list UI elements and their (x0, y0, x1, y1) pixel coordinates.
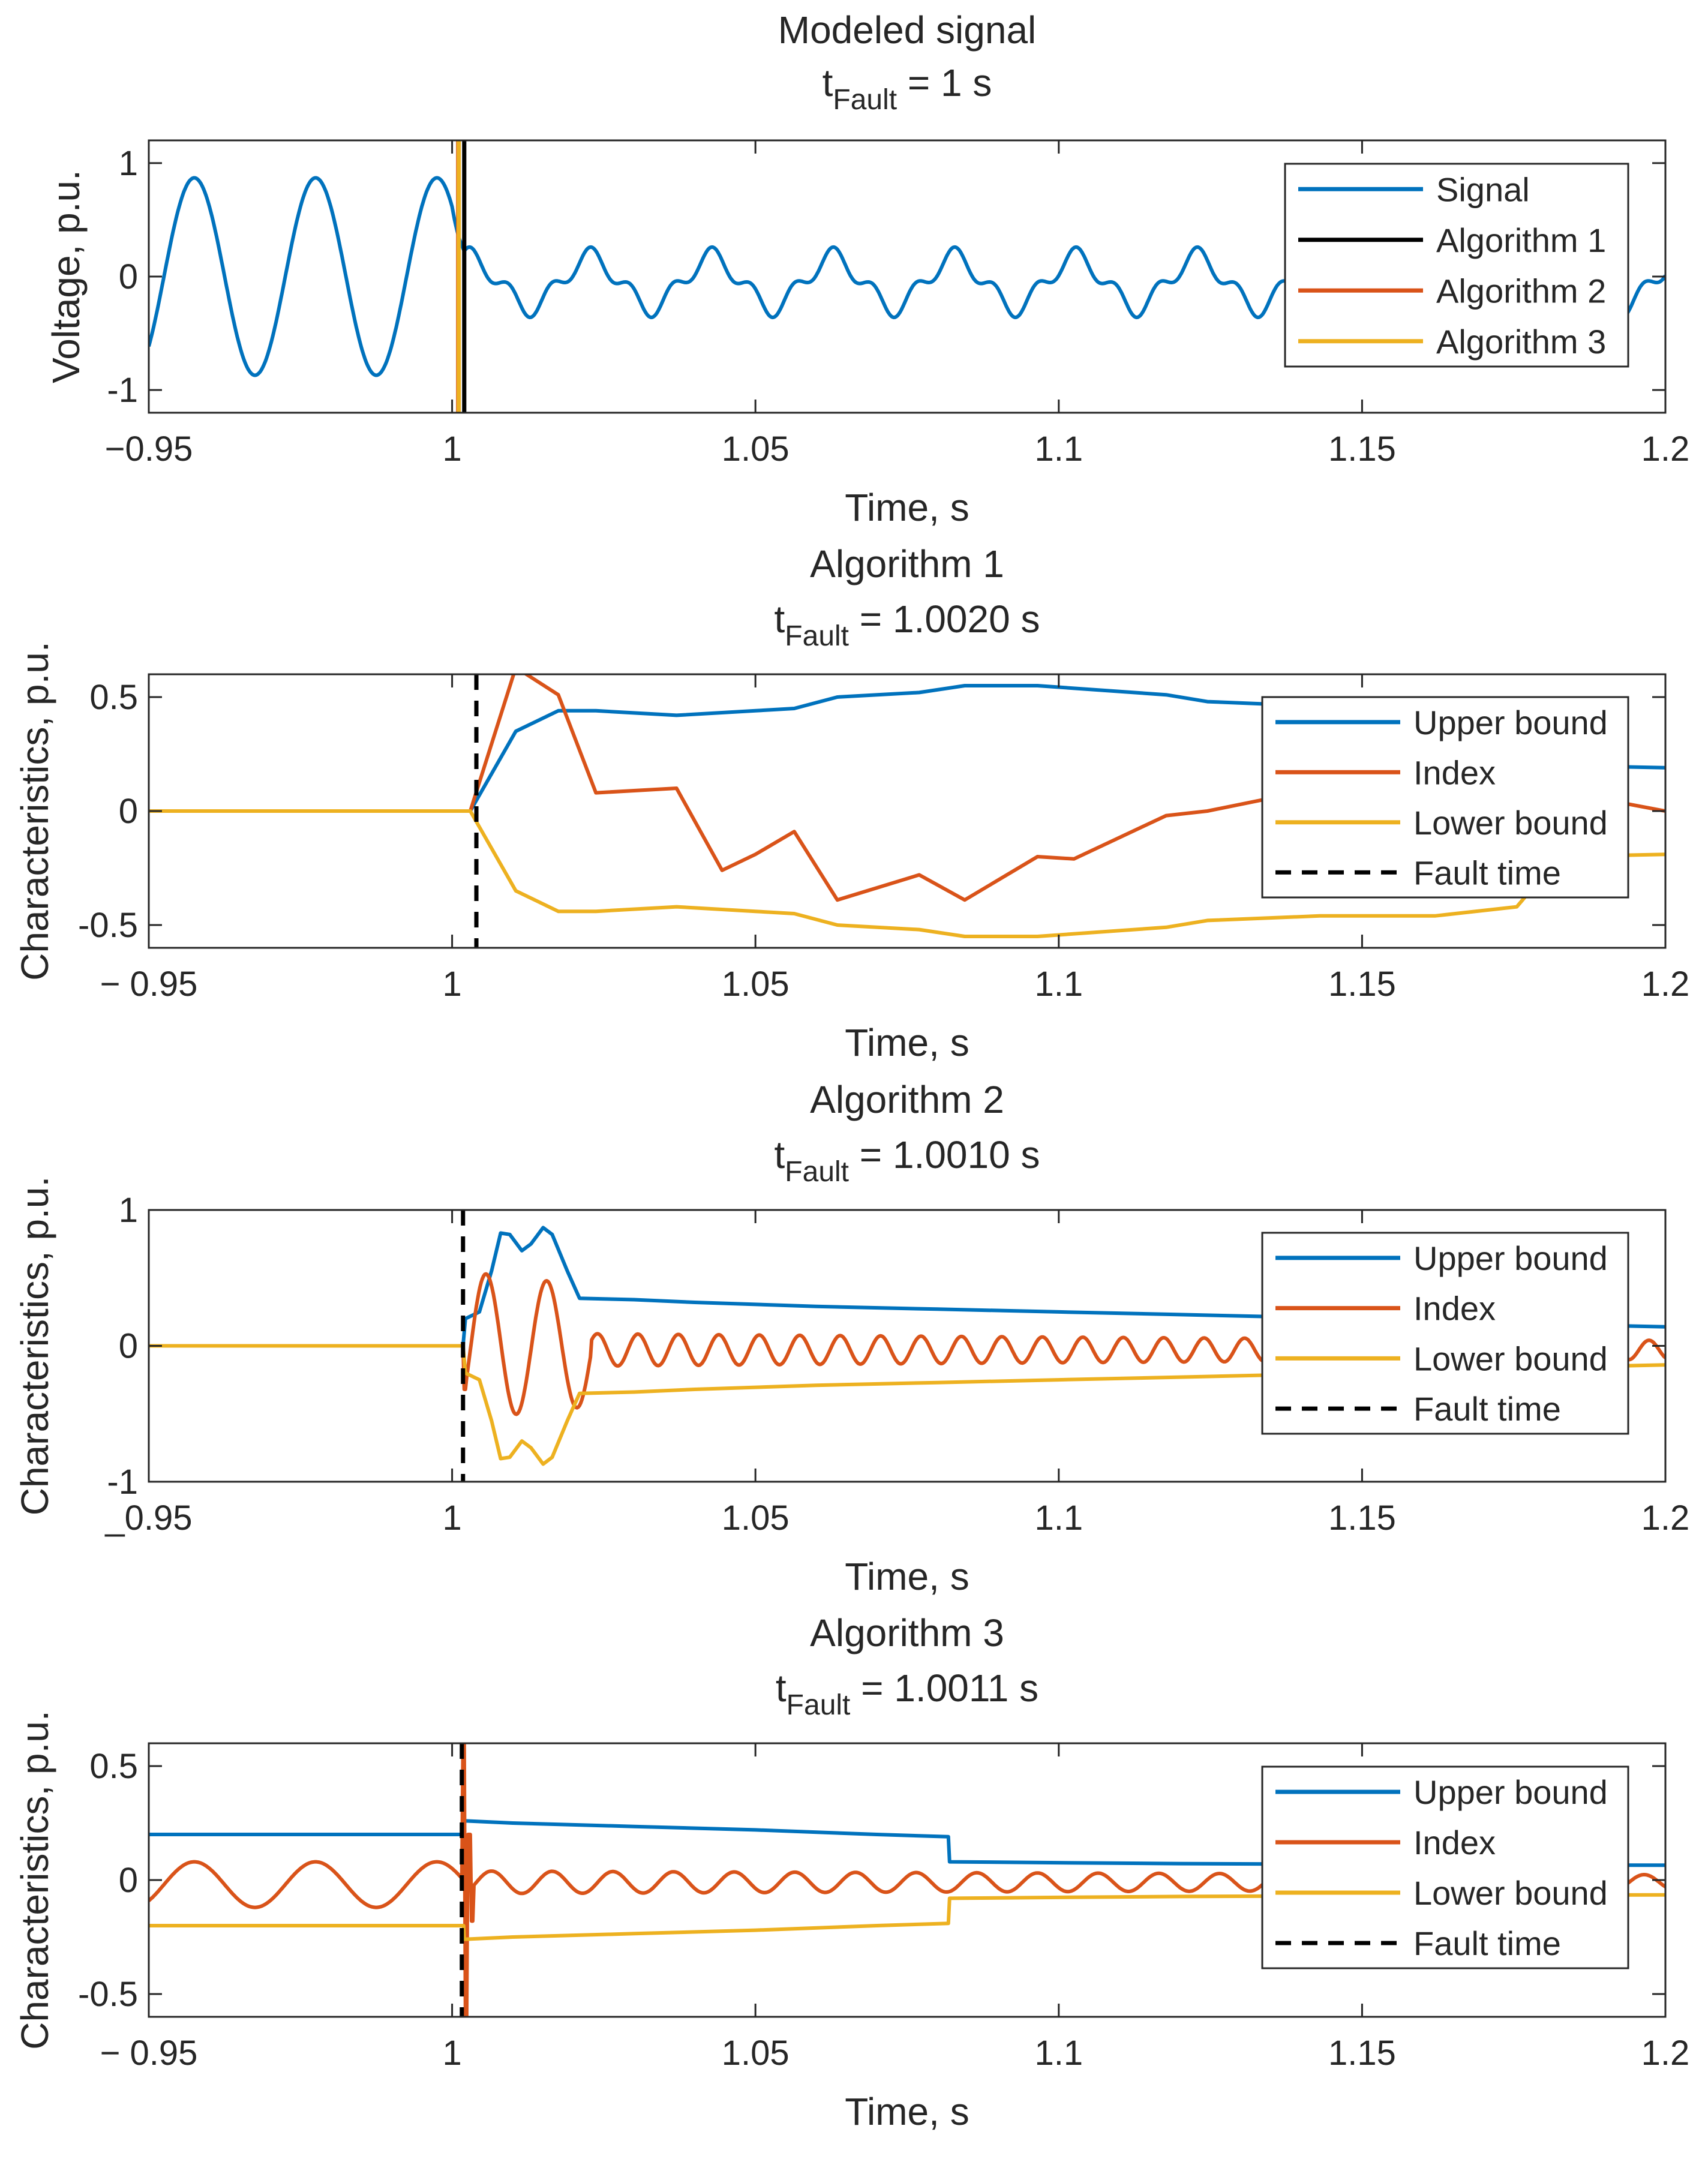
x-tick-label: 1.05 (722, 430, 790, 469)
legend: Upper bound Index Lower bound Fault time (1261, 1765, 1629, 1969)
x-tick-label: 1 (442, 2034, 461, 2073)
legend-box (1261, 1232, 1629, 1435)
legend-label: Fault time (1413, 1390, 1561, 1428)
x-tick-label: 1.1 (1034, 2034, 1083, 2073)
legend: Signal Algorithm 1 Algorithm 2 Algorithm 3 (1284, 163, 1629, 368)
y-tick-label: -0.5 (78, 1975, 138, 2014)
legend-label: Index (1413, 1824, 1496, 1861)
legend-label: Fault time (1413, 854, 1561, 891)
legend-label: Upper bound (1413, 1773, 1608, 1811)
x-axis-label: Time, s (845, 486, 969, 529)
chart-subtitle: tFault = 1 s (823, 61, 992, 116)
x-tick-label: 1 (442, 1499, 461, 1538)
x-tick-label: 1.15 (1328, 2034, 1396, 2073)
legend-label: Lower bound (1413, 804, 1608, 842)
y-tick-label: 0 (119, 1861, 138, 1900)
legend-box (1261, 696, 1629, 899)
x-tick-label: 1 (442, 430, 461, 469)
chart-subtitle: tFault = 1.0010 s (775, 1133, 1040, 1188)
y-tick-label: 1 (119, 1191, 138, 1230)
chart-title: Algorithm 2 (810, 1078, 1004, 1121)
x-tick-label: 1.05 (722, 2034, 790, 2073)
y-tick-label: 0.5 (89, 1747, 138, 1786)
x-tick-label: 1.2 (1641, 430, 1690, 469)
legend-label: Index (1413, 1290, 1496, 1328)
y-tick-label: -1 (107, 1463, 138, 1502)
x-tick-label: 1.15 (1328, 965, 1396, 1004)
chart-subtitle: tFault = 1.0011 s (776, 1666, 1038, 1721)
legend-label: Lower bound (1413, 1340, 1608, 1377)
x-tick-label: 1.1 (1034, 1499, 1083, 1538)
y-tick-label: 0.5 (89, 678, 138, 717)
x-tick-label: 1.1 (1034, 430, 1083, 469)
y-tick-label: 0 (119, 792, 138, 831)
series-lower-bound-line (149, 1344, 1665, 1466)
series-upper-bound-line (149, 1226, 1665, 1348)
x-tick-label: 1 (442, 965, 461, 1004)
legend-box (1261, 1765, 1629, 1969)
x-axis-label: Time, s (845, 1555, 969, 1598)
y-tick-label: -0.5 (78, 906, 138, 945)
x-tick-label: − 0.95 (100, 2034, 198, 2073)
legend-label: Upper bound (1413, 704, 1608, 741)
chart-subtitle: tFault = 1.0020 s (775, 597, 1040, 652)
y-axis-label: Characteristics, p.u. (13, 1710, 56, 2050)
x-tick-label: 1.15 (1328, 1499, 1396, 1538)
chart-panel-4: − 0.95 1 1.05 1.1 1.15 1.2 -0.5 0 0.5 Time, s Char… (13, 1611, 1689, 2133)
legend-label: Lower bound (1413, 1874, 1608, 1912)
x-tick-label: _0.95 (104, 1499, 192, 1538)
chart-panel-1: −0.95 1 1.05 1.1 1.15 1.2 -1 0 1 Time, s Voltage, … (44, 8, 1689, 529)
chart-panel-2: − 0.95 1 1.05 1.1 1.15 1.2 -0.5 0 0.5 Time, s Char… (13, 542, 1689, 1064)
chart-panel-3: _0.95 1 1.05 1.1 1.15 1.2 -1 0 1 Time, s Character… (13, 1078, 1689, 1598)
legend-label: Fault time (1413, 1924, 1561, 1962)
x-axis-label: Time, s (845, 2090, 969, 2133)
x-tick-label: 1.1 (1034, 965, 1083, 1004)
series-lower-bound-line (149, 809, 1665, 938)
legend-label: Upper bound (1413, 1239, 1608, 1277)
y-tick-label: -1 (107, 371, 138, 410)
y-axis-label: Voltage, p.u. (44, 170, 88, 383)
x-tick-label: − 0.95 (100, 965, 198, 1004)
x-axis-label: Time, s (845, 1021, 969, 1064)
x-tick-label: 1.2 (1641, 2034, 1690, 2073)
legend: Upper bound Index Lower bound Fault time (1261, 696, 1629, 899)
chart-title: Modeled signal (778, 8, 1037, 52)
legend-label: Algorithm 3 (1436, 323, 1606, 361)
legend-label: Signal (1436, 170, 1530, 208)
x-tick-label: 1.05 (722, 1499, 790, 1538)
legend-label: Algorithm 1 (1436, 221, 1606, 259)
y-tick-label: 0 (119, 257, 138, 296)
y-axis-label: Characteristics, p.u. (13, 641, 56, 981)
chart-title: Algorithm 3 (810, 1611, 1004, 1654)
x-tick-label: −0.95 (105, 430, 193, 469)
legend-box (1284, 163, 1629, 368)
y-axis-label: Characteristics, p.u. (13, 1176, 56, 1516)
chart-title: Algorithm 1 (810, 542, 1004, 585)
x-tick-label: 1.05 (722, 965, 790, 1004)
x-tick-label: 1.2 (1641, 1499, 1690, 1538)
x-tick-label: 1.15 (1328, 430, 1396, 469)
legend-label: Algorithm 2 (1436, 272, 1606, 310)
y-tick-label: 0 (119, 1327, 138, 1366)
y-tick-label: 1 (119, 144, 138, 183)
x-tick-label: 1.2 (1641, 965, 1690, 1004)
legend-label: Index (1413, 753, 1496, 791)
legend: Upper bound Index Lower bound Fault time (1261, 1232, 1629, 1435)
